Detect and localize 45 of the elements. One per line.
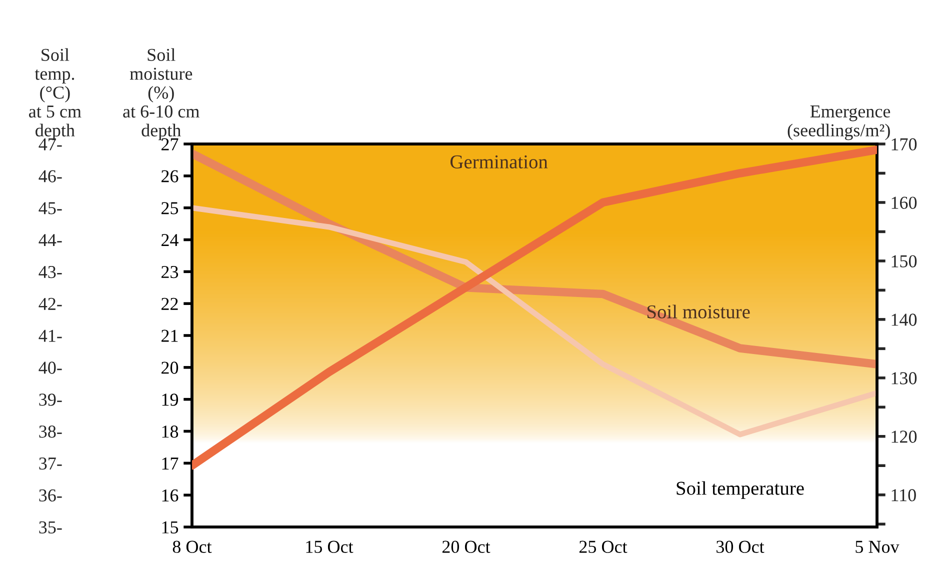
- y-tick-label: 15: [162, 521, 178, 534]
- y3-tick-label: 43-: [38, 266, 62, 278]
- y2-axis-title: Emergence (seedlings/m²): [788, 106, 890, 140]
- y-tick-label: 16: [162, 489, 178, 502]
- y-tick-label: 18: [162, 426, 178, 438]
- y-tick-label: 20: [162, 362, 178, 374]
- y3-tick-label: 41-: [38, 330, 62, 342]
- y2-tick-label: 160: [892, 196, 917, 209]
- x-tick-label: 20 Oct: [442, 540, 490, 553]
- y3-tick-label: 45-: [38, 202, 62, 214]
- y2-tick-label: 170: [892, 138, 917, 150]
- y2-tick-label: 150: [892, 255, 917, 268]
- y-tick-label: 25: [162, 202, 178, 214]
- y3-tick-label: 36-: [39, 489, 62, 502]
- text: Germination: [450, 155, 548, 168]
- y-tick-label: 19: [162, 394, 178, 406]
- x-tick-label: 15 Oct: [306, 540, 354, 553]
- y-tick-label: 23: [162, 266, 178, 278]
- y3-tick-label: 37-: [39, 457, 62, 470]
- y3-tick-label: 46-: [38, 170, 62, 182]
- y-tick-label: 27: [162, 138, 178, 150]
- y-tick-label: 21: [162, 330, 178, 342]
- y2-tick-label: 140: [892, 314, 917, 326]
- y2-tick-label: 120: [892, 430, 917, 443]
- y3-tick-label: 40-: [38, 362, 62, 374]
- y3-tick-label: 42-: [38, 298, 62, 310]
- text: Soil temperature: [676, 481, 804, 499]
- y-axis-title: Soil moisture (%) at 6-10 cm depth: [123, 48, 200, 140]
- x-tick-label: 30 Oct: [716, 540, 764, 553]
- x-tick-label: 25 Oct: [579, 540, 628, 553]
- y-tick-label: 22: [162, 298, 178, 310]
- y3-tick-label: 39-: [39, 394, 62, 406]
- y3-axis-title: Soil temp. (°C) at 5 cm depth: [29, 48, 82, 140]
- y-tick-label: 17: [162, 458, 178, 470]
- y-tick-label: 24: [162, 234, 178, 246]
- x-tick-label: 5 Nov: [856, 540, 900, 553]
- y2-tick-label: 110: [892, 489, 916, 502]
- y-tick-label: 26: [162, 170, 178, 182]
- y3-tick-label: 38-: [39, 426, 62, 438]
- series-label: Soil moisture: [648, 304, 750, 318]
- y3-tick-label: 35-: [39, 521, 62, 534]
- y2-tick-label: 130: [892, 372, 917, 384]
- y3-tick-label: 44-: [38, 234, 62, 246]
- y3-tick-label: 47-: [38, 138, 62, 150]
- x-tick-label: 8 Oct: [172, 540, 212, 553]
